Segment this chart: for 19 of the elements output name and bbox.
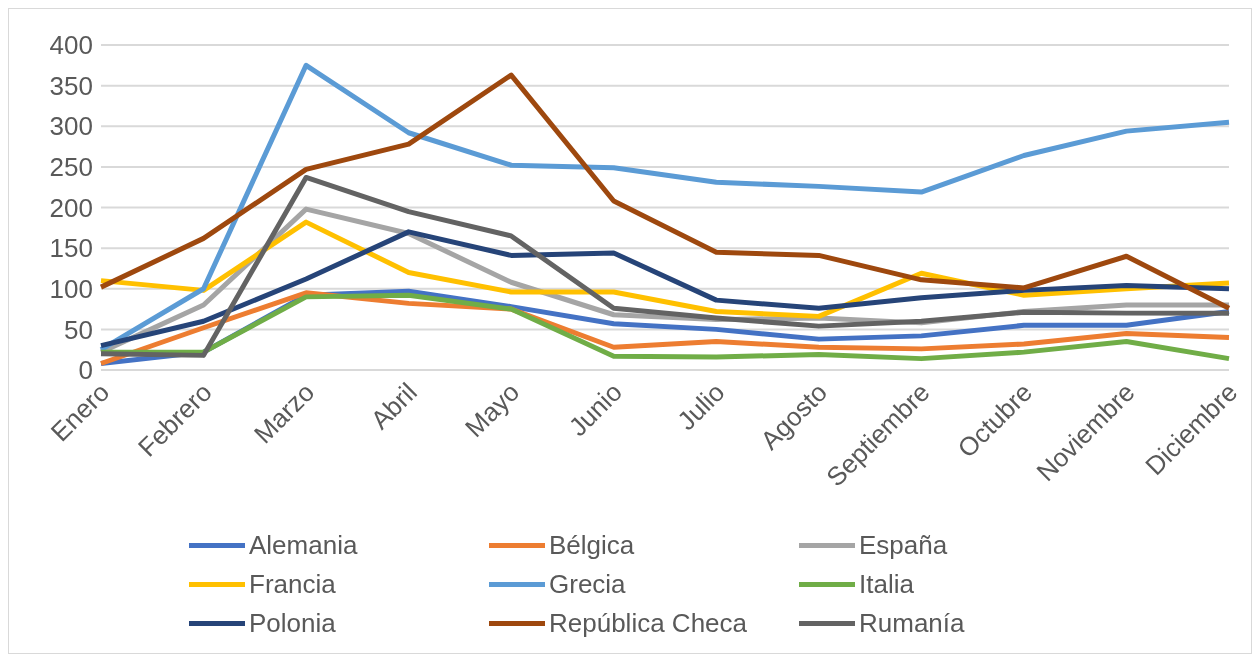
legend-label: Polonia <box>249 608 336 639</box>
legend-label: Francia <box>249 569 336 600</box>
y-tick-label: 350 <box>49 70 93 101</box>
legend-label: Bélgica <box>549 530 635 561</box>
legend-label: República Checa <box>549 608 748 639</box>
legend-label: Alemania <box>249 530 358 561</box>
legend-label: Rumanía <box>859 608 965 639</box>
y-tick-label: 200 <box>49 192 93 223</box>
y-tick-label: 50 <box>64 314 93 345</box>
y-tick-label: 400 <box>49 30 93 61</box>
y-tick-label: 300 <box>49 111 93 142</box>
legend-label: Grecia <box>549 569 626 600</box>
y-tick-label: 250 <box>49 152 93 183</box>
x-tick-label: Julio <box>671 376 731 436</box>
y-tick-label: 0 <box>78 355 93 386</box>
legend-label: España <box>859 530 948 561</box>
legend-label: Italia <box>859 569 914 600</box>
y-tick-label: 150 <box>49 233 93 264</box>
y-tick-label: 100 <box>49 273 93 304</box>
